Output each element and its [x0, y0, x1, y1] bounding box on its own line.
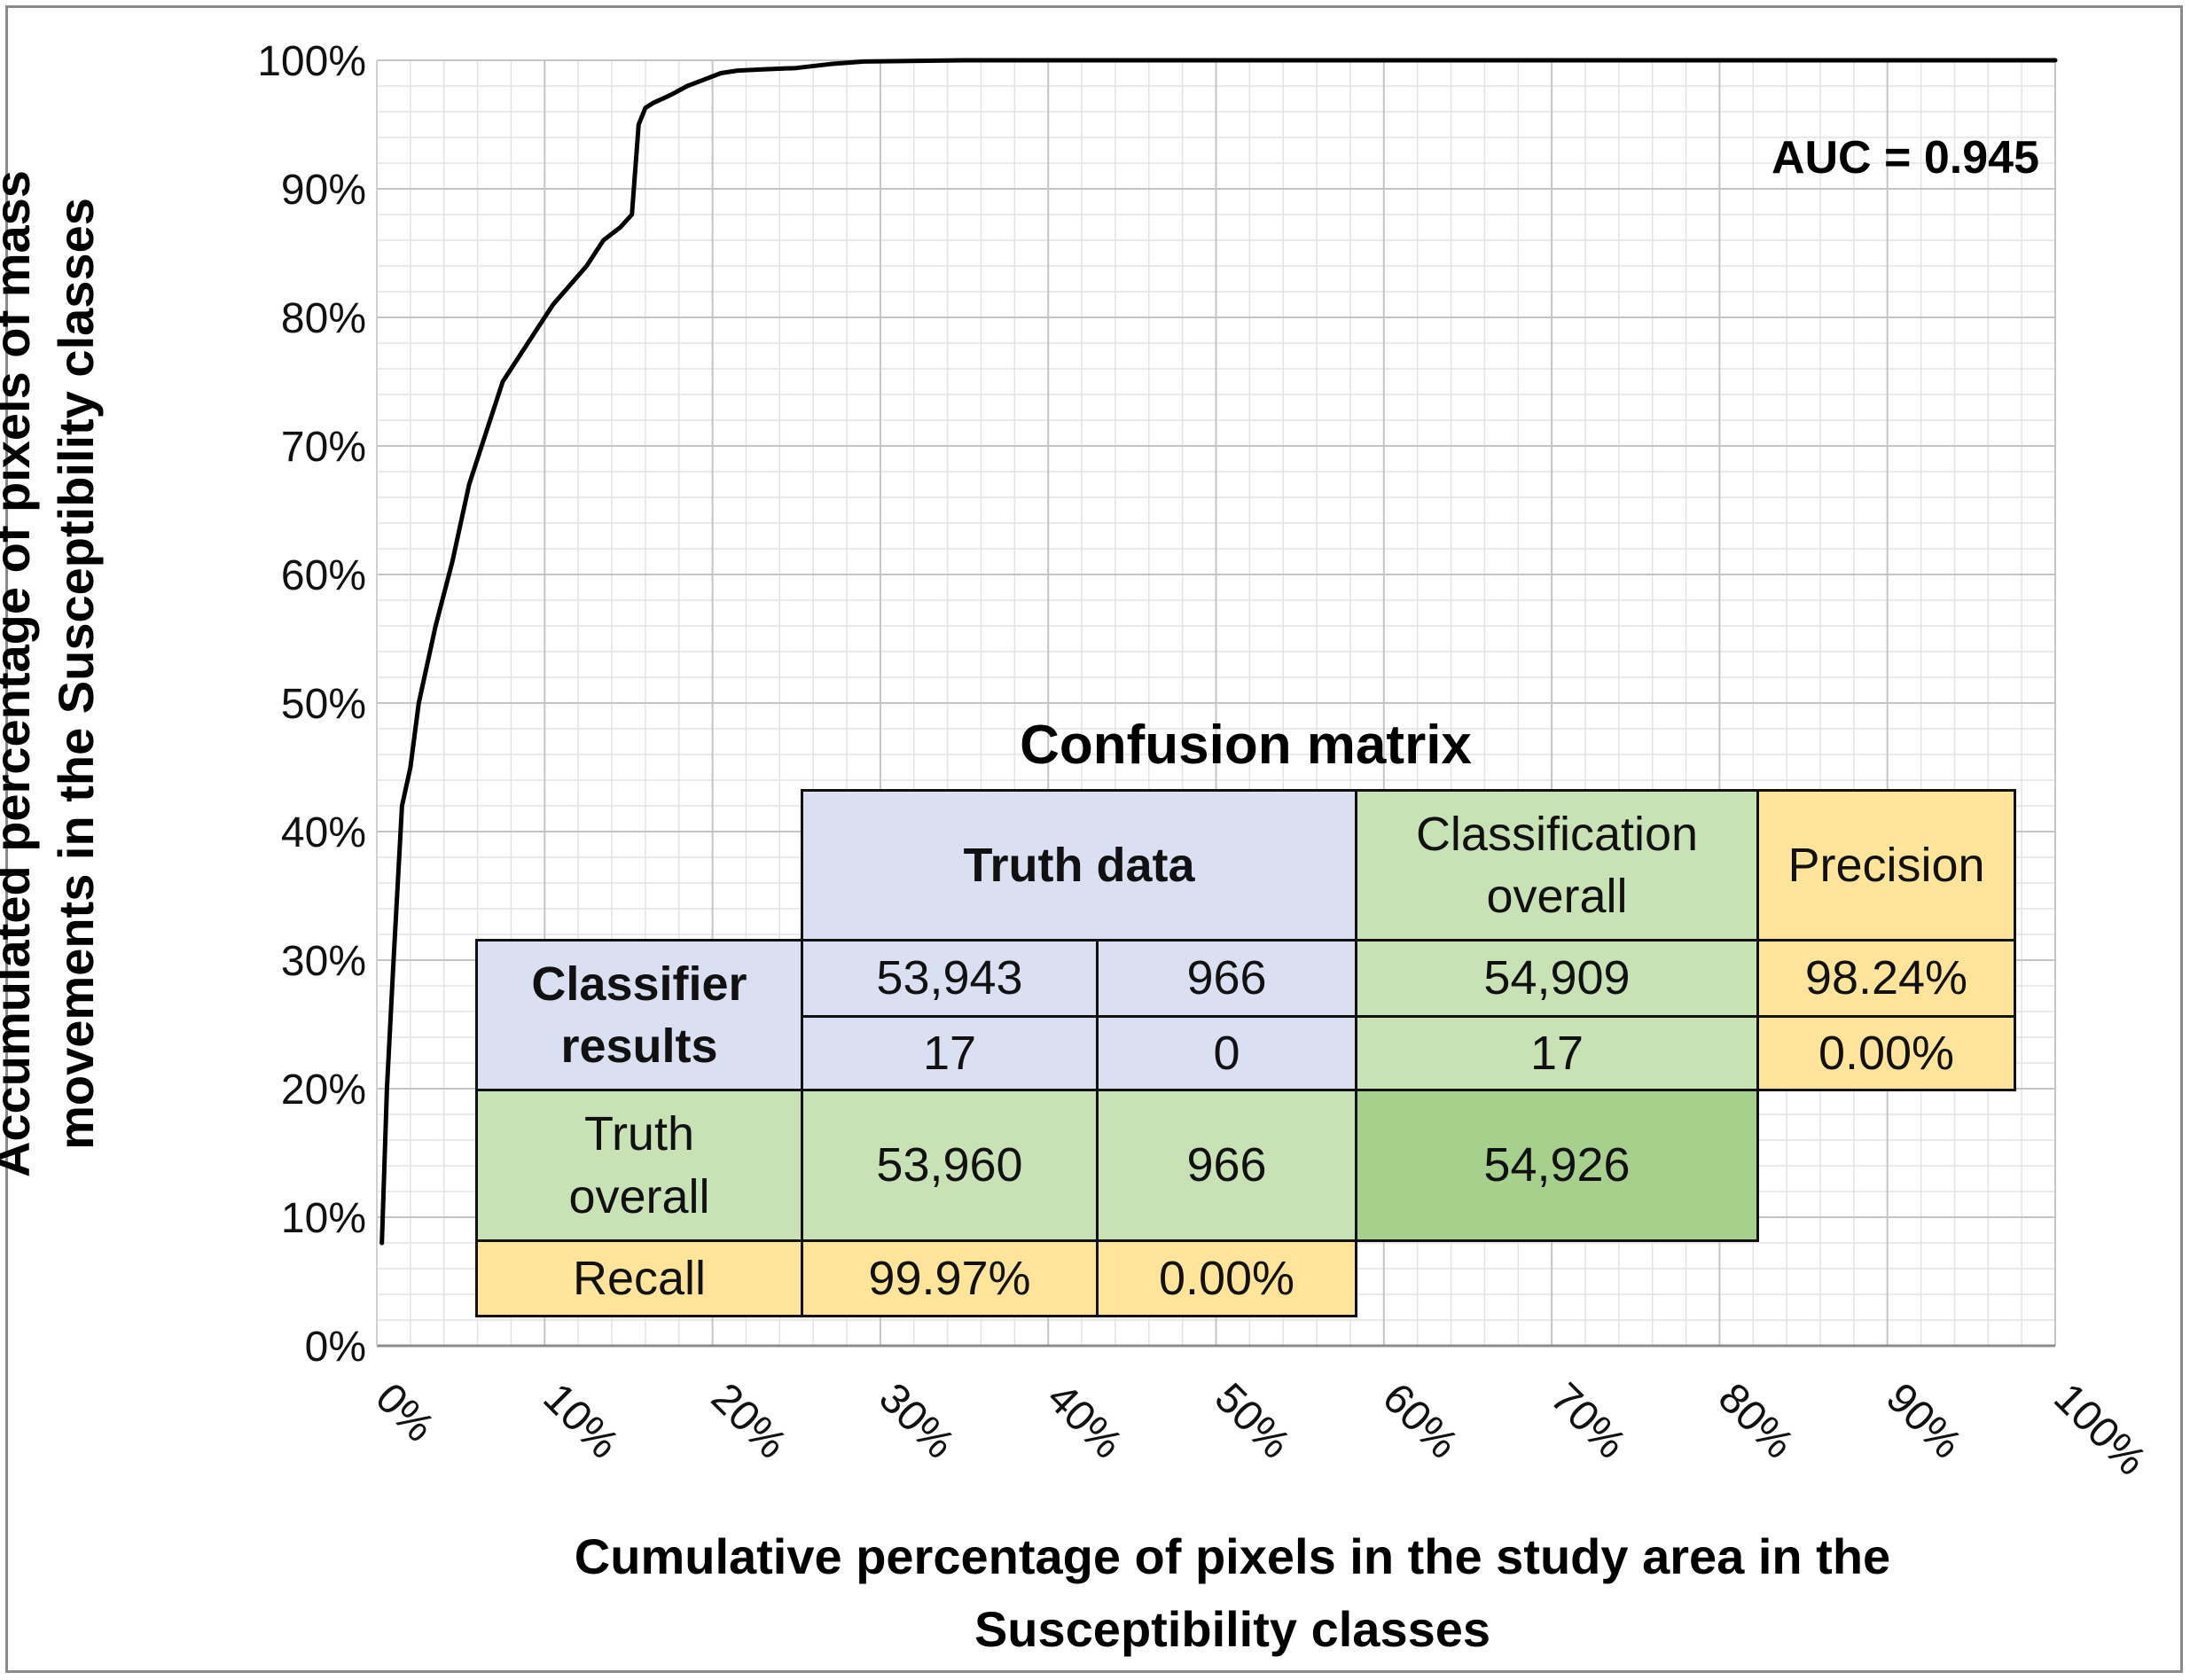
cm-row1-col2: 966 [1096, 939, 1357, 1018]
cm-row2-precision: 0.00% [1756, 1015, 2016, 1091]
series-line [379, 58, 2058, 1246]
cm-row1-overall: 54,909 [1355, 939, 1759, 1018]
cm-row2-col1: 17 [801, 1015, 1099, 1091]
x-tick-label: 50% [1206, 1374, 1299, 1467]
cm-row2-overall: 17 [1355, 1015, 1759, 1091]
y-tick-label: 40% [281, 809, 366, 856]
chart-axes [376, 60, 2055, 1348]
y-tick-label: 30% [281, 938, 366, 985]
x-tick-label: 70% [1541, 1374, 1634, 1467]
y-tick-label: 90% [281, 167, 366, 214]
x-tick-labels: 0% 10% 20% 30% 40% 50% 60% 70% 80% 90% 100% [366, 1374, 2155, 1484]
confusion-matrix-title: Confusion matrix [1020, 715, 1472, 776]
cm-row1-col1: 53,943 [801, 939, 1099, 1018]
recall-header: Recall [475, 1239, 803, 1317]
auc-annotation: AUC = 0.945 [1771, 132, 2039, 184]
y-tick-labels: 0% 10% 20% 30% 40% 50% 60% 70% 80% 90% 100% [257, 38, 366, 1371]
y-tick-label: 0% [305, 1324, 366, 1371]
x-axis-label: Cumulative percentage of pixels in the s… [355, 1520, 2110, 1666]
y-axis-label-line-2: movements in the Susceptibility classes [48, 198, 104, 1150]
truth-overall-total: 54,926 [1355, 1089, 1759, 1242]
truth-overall-header: Truth overall [475, 1089, 803, 1242]
y-tick-label: 10% [281, 1195, 366, 1242]
y-tick-label: 60% [281, 552, 366, 599]
y-axis-label-line-1: Accumulated percentage of pixels of mass [0, 170, 40, 1177]
classification-overall-line-1: Classification [1415, 807, 1699, 861]
classification-overall-header: Classification overall [1355, 789, 1759, 942]
y-tick-label: 70% [281, 424, 366, 471]
x-axis-label-line-2: Susceptibility classes [974, 1601, 1491, 1657]
truth-overall-line-2: overall [568, 1169, 710, 1223]
recall-col2: 0.00% [1096, 1239, 1357, 1317]
y-tick-label: 20% [281, 1067, 366, 1113]
x-tick-label: 40% [1037, 1374, 1130, 1467]
x-tick-label: 80% [1709, 1374, 1803, 1467]
cm-row2-col2: 0 [1096, 1015, 1357, 1091]
y-tick-label: 100% [257, 38, 366, 85]
x-tick-label: 90% [1877, 1374, 1970, 1467]
truth-overall-line-1: Truth [583, 1107, 694, 1161]
precision-header: Precision [1756, 789, 2016, 942]
x-axis-label-line-1: Cumulative percentage of pixels in the s… [574, 1528, 1891, 1584]
classifier-results-line-2: results [560, 1020, 718, 1073]
classifier-results-header: Classifier results [475, 939, 803, 1091]
y-tick-label: 50% [281, 681, 366, 728]
x-tick-label: 60% [1373, 1374, 1467, 1467]
classification-overall-line-2: overall [1486, 870, 1628, 923]
truth-overall-col2: 966 [1096, 1089, 1357, 1242]
x-tick-label: 20% [702, 1374, 795, 1467]
x-tick-label: 100% [2045, 1374, 2155, 1484]
truth-overall-col1: 53,960 [801, 1089, 1099, 1242]
series-layer [379, 58, 2058, 1246]
x-tick-label: 30% [870, 1374, 963, 1467]
cm-row1-precision: 98.24% [1756, 939, 2016, 1018]
classifier-results-line-1: Classifier [531, 957, 747, 1011]
x-tick-label: 10% [535, 1374, 628, 1467]
y-axis-label: Accumulated percentage of pixels of mass… [0, 18, 108, 1330]
y-tick-label: 80% [281, 295, 366, 342]
truth-data-header: Truth data [801, 789, 1357, 942]
x-tick-label: 0% [366, 1374, 443, 1451]
recall-col1: 99.97% [801, 1239, 1099, 1317]
